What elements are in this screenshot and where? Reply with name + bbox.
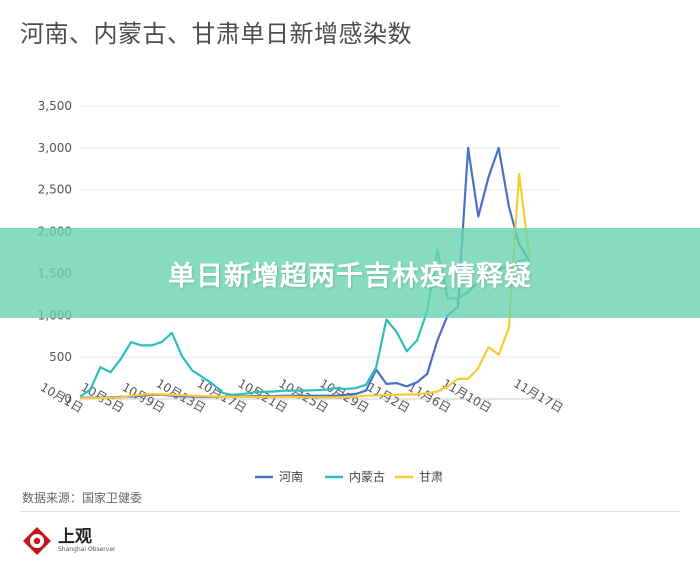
- footer-divider: [20, 511, 680, 512]
- legend-label: 内蒙古: [349, 469, 385, 484]
- y-tick-label: 0: [64, 392, 72, 406]
- y-tick-label: 500: [49, 350, 72, 364]
- data-source: 数据来源：国家卫健委: [22, 491, 143, 505]
- shanghai-observer-logo-icon: [23, 527, 51, 555]
- chart-title: 河南、内蒙古、甘肃单日新增感染数: [20, 20, 412, 48]
- y-tick-label: 3,000: [38, 141, 72, 155]
- logo-subtitle: Shanghai Observer: [58, 546, 116, 553]
- headline-banner[interactable]: 单日新增超两千吉林疫情释疑: [0, 228, 700, 318]
- x-tick-label: 11月17日: [511, 376, 565, 415]
- series-line-甘肃: [80, 172, 531, 400]
- logo-name: 上观: [58, 527, 92, 547]
- y-tick-label: 2,500: [38, 183, 72, 197]
- x-tick-label: 10月1日: [38, 380, 86, 416]
- brand-logo[interactable]: 上观 Shanghai Observer: [22, 526, 115, 556]
- legend: 河南 内蒙古 甘肃: [255, 469, 443, 484]
- legend-label: 甘肃: [419, 470, 443, 484]
- y-tick-label: 3,500: [38, 99, 72, 113]
- banner-text: 单日新增超两千吉林疫情释疑: [168, 260, 532, 292]
- legend-label: 河南: [279, 469, 303, 484]
